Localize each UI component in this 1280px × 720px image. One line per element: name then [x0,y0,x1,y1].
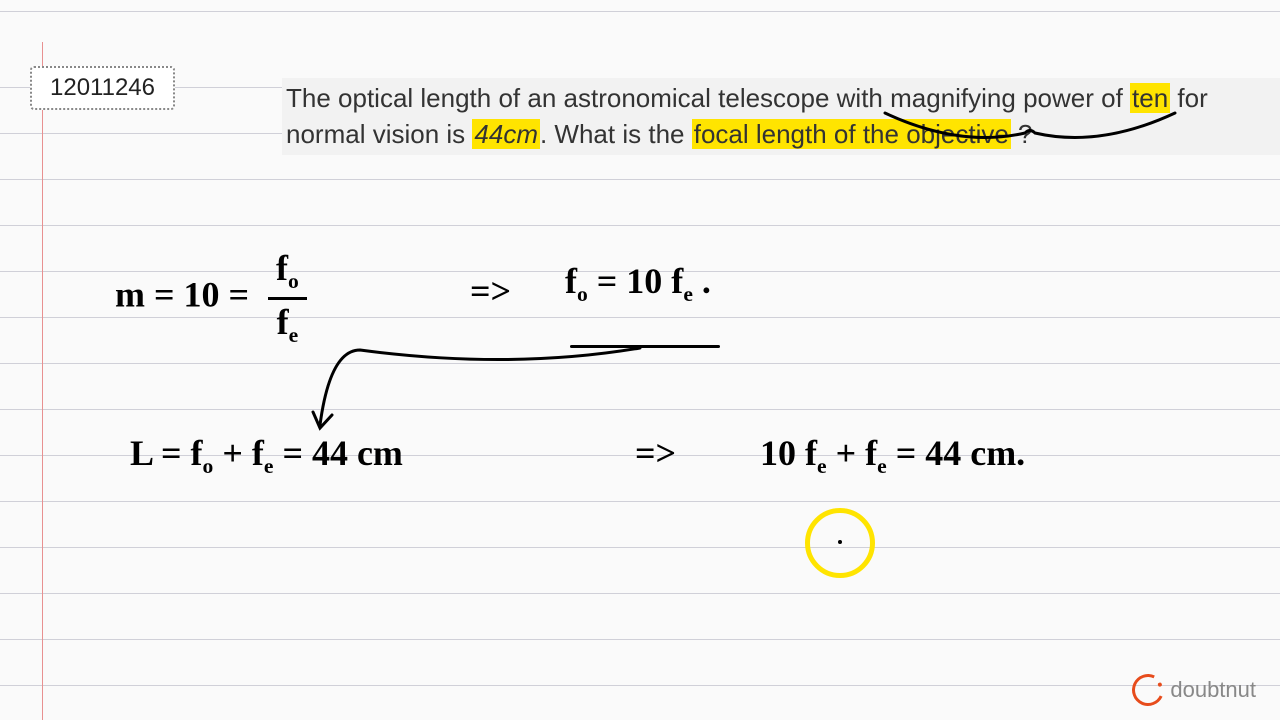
equation-line-1-left: m = 10 = fo fe [115,250,307,347]
equation-line-1-arrow: => [470,270,511,312]
equation-line-2-arrow: => [635,432,676,474]
brand-logo-text: doubtnut [1170,677,1256,703]
brand-logo: doubtnut [1132,674,1256,706]
q-highlight-44cm: 44cm [472,119,540,149]
eq1-fraction: fo fe [268,250,307,347]
substitution-arrow [310,340,650,440]
equation-line-2-right: 10 fe + fe = 44 cm. [760,432,1025,479]
q-part-3: . What is the [540,119,692,149]
cursor-dot [838,540,842,544]
eq1-m: m = 10 = [115,275,249,315]
question-id: 12011246 [30,66,175,110]
curly-brace-annotation [880,108,1180,153]
brand-logo-icon [1128,669,1169,710]
margin-line [42,42,43,720]
equation-line-1-right: fo = 10 fe . [565,260,711,307]
equation-line-2-left: L = fo + fe = 44 cm [130,432,403,479]
